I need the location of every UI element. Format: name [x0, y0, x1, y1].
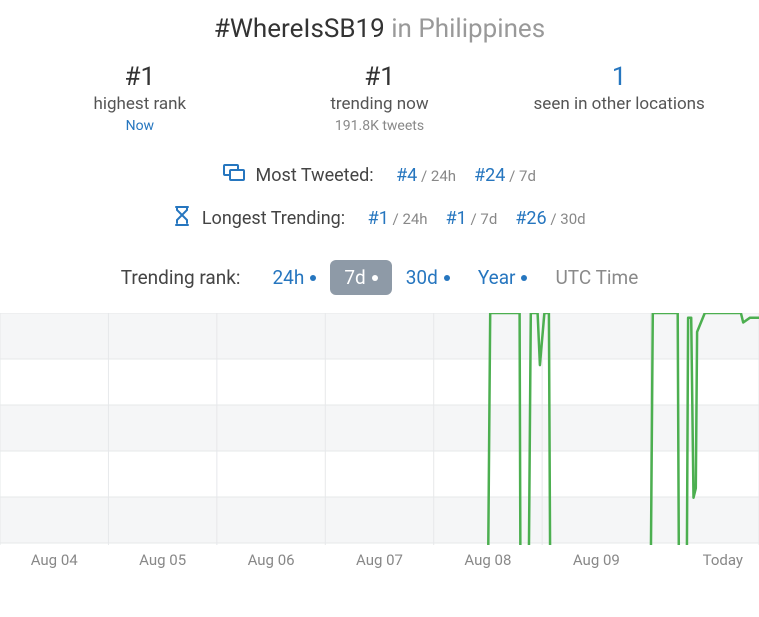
longest-trending-rank[interactable]: #26 — [515, 208, 546, 229]
stat-label: seen in other locations — [499, 94, 739, 114]
status-dot-icon — [521, 275, 527, 281]
longest-trending-rank[interactable]: #1 — [446, 208, 467, 229]
longest-trending-period: / 24h — [389, 210, 428, 228]
most-tweeted-rank[interactable]: #24 — [474, 165, 505, 186]
stat-trending-now: #1 trending now 191.8K tweets — [260, 62, 500, 134]
hashtag-text: #WhereIsSB19 — [214, 14, 385, 44]
longest-trending-period: / 30d — [547, 210, 586, 228]
stat-other-locations[interactable]: 1 seen in other locations — [499, 62, 739, 114]
location-text: in Philippines — [391, 14, 545, 44]
stat-value-link[interactable]: 1 — [499, 62, 739, 92]
most-tweeted-period: / 24h — [417, 167, 456, 185]
range-label: Trending rank: — [121, 266, 241, 289]
chart-x-axis: Aug 04 Aug 05 Aug 06 Aug 07 Aug 08 Aug 09 Toda… — [0, 551, 759, 581]
range-selector: Trending rank: 24h7d30dYear UTC Time — [0, 260, 759, 295]
stat-value: #1 — [20, 62, 260, 92]
chart-svg — [0, 313, 759, 545]
x-axis-tick: Aug 09 — [573, 551, 620, 569]
page-title: #WhereIsSB19 in Philippines — [0, 0, 759, 44]
status-dot-icon — [372, 275, 378, 281]
row-label: Longest Trending: — [202, 208, 345, 229]
status-dot-icon — [444, 275, 450, 281]
chat-icon — [223, 164, 245, 189]
range-button-30d[interactable]: 30d — [392, 260, 464, 295]
rank-summary: Most Tweeted: #4 / 24h #24 / 7d Longest T… — [0, 156, 759, 240]
longest-trending-rank[interactable]: #1 — [368, 208, 389, 229]
stat-label: trending now — [260, 94, 500, 114]
most-tweeted-row: Most Tweeted: #4 / 24h #24 / 7d — [0, 156, 759, 197]
utc-time-button[interactable]: UTC Time — [555, 266, 638, 289]
longest-trending-row: Longest Trending: #1 / 24h#1 / 7d#26 / 3… — [0, 197, 759, 240]
x-axis-tick: Today — [703, 551, 743, 569]
status-dot-icon — [310, 275, 316, 281]
x-axis-tick: Aug 04 — [31, 551, 78, 569]
most-tweeted-period: / 7d — [505, 167, 536, 185]
row-label: Most Tweeted: — [256, 165, 374, 186]
stat-sub-link[interactable]: Now — [20, 118, 260, 134]
stats-row: #1 highest rank Now #1 trending now 191.… — [0, 62, 759, 142]
stat-label: highest rank — [20, 94, 260, 114]
range-button-7d[interactable]: 7d — [330, 260, 391, 295]
stat-highest-rank: #1 highest rank Now — [20, 62, 260, 134]
x-axis-tick: Aug 06 — [248, 551, 295, 569]
hourglass-icon — [173, 205, 191, 232]
range-button-year[interactable]: Year — [464, 260, 542, 295]
stat-sub: 191.8K tweets — [260, 118, 500, 134]
range-button-24h[interactable]: 24h — [259, 260, 331, 295]
x-axis-tick: Aug 05 — [139, 551, 186, 569]
x-axis-tick: Aug 07 — [356, 551, 403, 569]
x-axis-tick: Aug 08 — [464, 551, 511, 569]
stat-value: #1 — [260, 62, 500, 92]
longest-trending-period: / 7d — [467, 210, 498, 228]
most-tweeted-rank[interactable]: #4 — [396, 165, 417, 186]
trending-rank-chart: Aug 04 Aug 05 Aug 06 Aug 07 Aug 08 Aug 09 Toda… — [0, 313, 759, 581]
